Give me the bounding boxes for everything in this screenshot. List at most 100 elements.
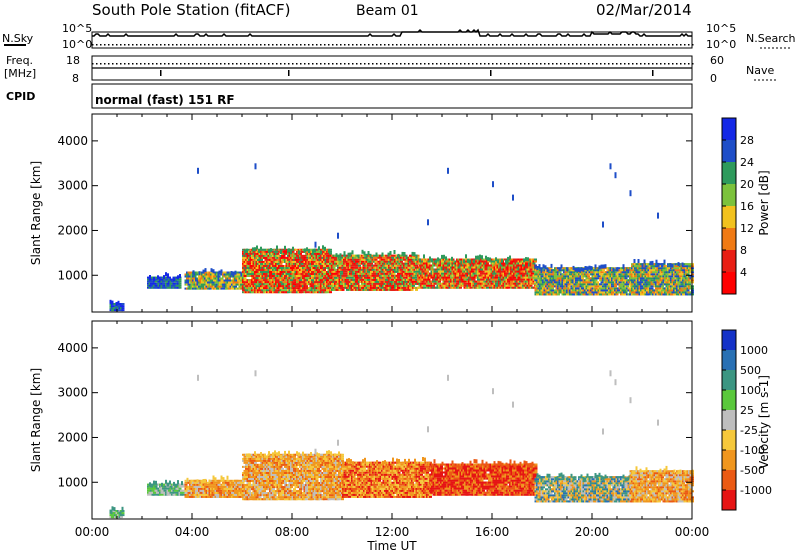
power-cell [555, 279, 559, 282]
power-fringe-cell [149, 275, 151, 279]
power-cell [438, 270, 441, 273]
power-cell [243, 279, 247, 282]
power-cell [480, 280, 483, 283]
nave-point [288, 63, 290, 65]
nsearch-point [156, 44, 158, 46]
power-cell [567, 283, 571, 286]
power-cell [529, 274, 533, 277]
power-cell [534, 282, 537, 285]
power-cell [468, 282, 471, 285]
power-cell [276, 262, 280, 265]
power-cell [159, 278, 162, 281]
power-cell [447, 262, 450, 265]
nave-point [112, 63, 114, 65]
power-cell [254, 271, 257, 273]
nsearch-point [152, 44, 154, 46]
power-cell [436, 272, 440, 275]
power-fringe-cell [369, 253, 372, 258]
power-cell [358, 268, 361, 271]
nsearch-point [380, 44, 382, 46]
power-cell [321, 262, 325, 265]
power-cell [358, 264, 361, 267]
power-cell [373, 254, 376, 257]
power-cell [618, 275, 622, 278]
power-cell [508, 262, 512, 265]
power-fringe-cell [574, 267, 577, 272]
power-fringe-cell [445, 256, 447, 261]
power-fringe-cell [501, 258, 503, 263]
power-cell [608, 293, 611, 296]
power-cell [264, 254, 268, 257]
power-cell [293, 260, 296, 263]
nave-point [344, 63, 346, 65]
nave-point [560, 63, 562, 65]
power-cell [282, 254, 286, 257]
power-cell [117, 309, 120, 312]
power-cell [172, 282, 176, 285]
power-fringe-cell [328, 248, 330, 253]
power-fringe-cell [397, 253, 400, 258]
power-cell [252, 250, 256, 253]
nave-point [340, 63, 342, 65]
power-cell [306, 277, 310, 280]
power-cell [311, 279, 314, 282]
power-cell [367, 284, 370, 287]
power-cell [251, 275, 254, 277]
power-cell [334, 286, 337, 289]
nsearch-point [304, 44, 306, 46]
power-fringe-cell [525, 257, 527, 262]
power-cell [444, 272, 447, 275]
power-cell [338, 264, 342, 267]
power-fringe-cell [165, 272, 167, 277]
nave-point [544, 63, 546, 65]
nsearch-point [256, 44, 258, 46]
power-cell [447, 276, 450, 279]
nave-point [548, 63, 550, 65]
power-cell [430, 266, 434, 269]
nave-point [120, 63, 122, 65]
power-cell [597, 275, 601, 278]
nave-point [368, 63, 370, 65]
power-cell [626, 283, 629, 286]
power-cell [460, 266, 464, 269]
power-cell [534, 279, 538, 282]
power-cell [196, 271, 200, 274]
power-cell [261, 250, 265, 253]
nsearch-point [228, 44, 230, 46]
nsearch-point [664, 44, 666, 46]
nave-point [664, 63, 666, 65]
power-cell [392, 272, 396, 275]
nsearch-point [192, 44, 194, 46]
power-fringe-cell [612, 267, 615, 272]
power-cell [294, 287, 298, 290]
power-cell [549, 267, 553, 270]
nsearch-point [328, 44, 330, 46]
power-cell [528, 266, 531, 269]
power-fringe-cell [202, 269, 205, 274]
power-fringe-cell [365, 253, 368, 258]
power-cell [551, 289, 554, 292]
power-cell [332, 274, 336, 277]
power-cell [579, 283, 583, 286]
nave-point [468, 63, 470, 65]
power-cell [178, 286, 182, 289]
power-cell [245, 283, 248, 286]
nave-point [200, 63, 202, 65]
power-cell [272, 273, 275, 275]
nave-point [364, 63, 366, 65]
power-cell [220, 281, 224, 284]
power-cell [575, 279, 578, 282]
power-cell [514, 258, 518, 261]
nave-point [480, 63, 482, 65]
power-cell [463, 264, 467, 267]
nave-point [244, 63, 246, 65]
power-cell [599, 273, 602, 276]
nsearch-point [412, 44, 414, 46]
power-fringe-cell [590, 266, 593, 271]
power-cell [255, 283, 259, 286]
power-cell [175, 278, 179, 281]
power-fringe-cell [343, 251, 346, 256]
power-cell [285, 260, 289, 263]
power-cell [353, 286, 357, 289]
nsearch-point [260, 44, 262, 46]
